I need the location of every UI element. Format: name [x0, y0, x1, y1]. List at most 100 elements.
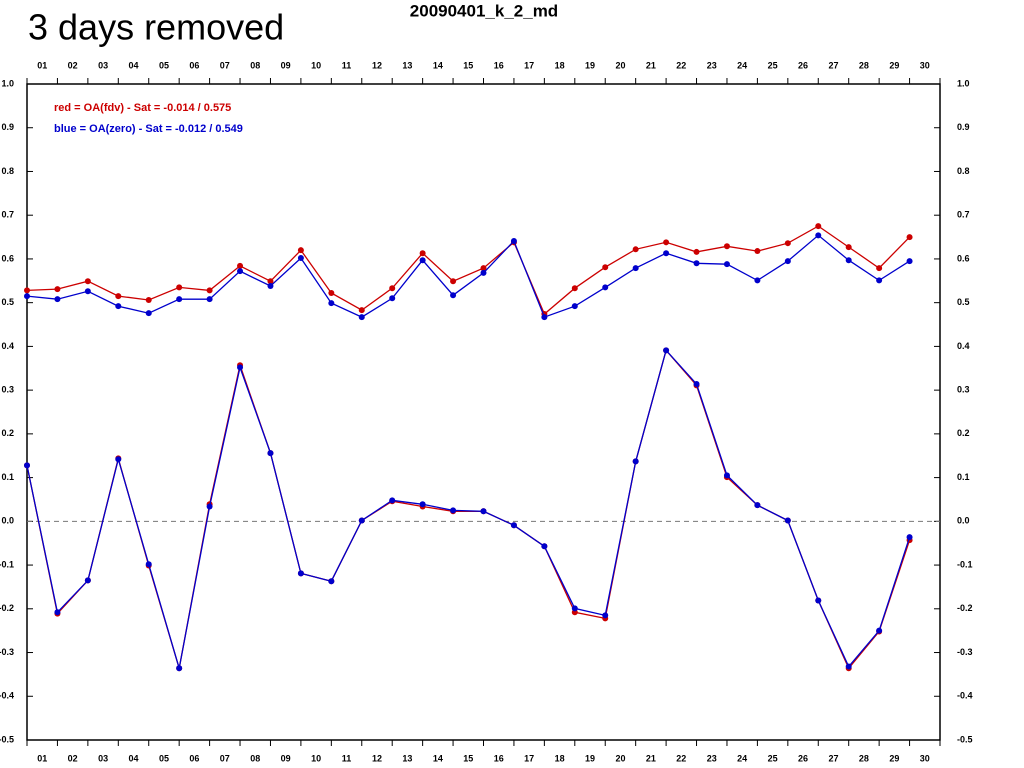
- y-tick-label: 0.3: [1, 385, 14, 395]
- data-point: [419, 250, 426, 257]
- x-tick-label: 07: [220, 60, 230, 70]
- data-point: [723, 261, 730, 268]
- data-point: [206, 296, 213, 303]
- x-tick-label: 28: [859, 60, 869, 70]
- data-point: [480, 508, 487, 515]
- y2-tick-label: -0.3: [957, 647, 973, 657]
- x-tick-label: 12: [372, 60, 382, 70]
- x-tick-label: 29: [889, 60, 899, 70]
- data-point: [632, 265, 639, 272]
- y2-tick-label: 0.7: [957, 210, 970, 220]
- data-point: [663, 347, 670, 354]
- data-point: [754, 277, 761, 284]
- data-point: [450, 507, 457, 514]
- x-tick-label: 27: [828, 753, 838, 763]
- x-tick-label: 29: [889, 753, 899, 763]
- data-point: [358, 517, 365, 524]
- x-tick-label: 21: [646, 60, 656, 70]
- y-tick-label: 0.8: [1, 166, 14, 176]
- data-point: [906, 258, 913, 265]
- y2-tick-label: -0.5: [957, 734, 973, 744]
- data-point: [84, 278, 91, 285]
- y2-tick-label: -0.4: [957, 691, 973, 701]
- data-point: [571, 285, 578, 292]
- data-point: [693, 248, 700, 255]
- x-tick-label: 13: [402, 60, 412, 70]
- y2-tick-label: 1.0: [957, 78, 970, 88]
- data-point: [237, 364, 244, 371]
- data-point: [602, 612, 609, 619]
- y-tick-label: -0.1: [0, 559, 14, 569]
- y2-tick-label: 0.0: [957, 516, 970, 526]
- x-tick-label: 20: [615, 60, 625, 70]
- x-tick-label: 11: [342, 753, 352, 763]
- y-tick-label: 0.1: [1, 472, 14, 482]
- data-point: [328, 300, 335, 307]
- data-point: [510, 238, 517, 245]
- x-tick-label: 11: [342, 60, 352, 70]
- data-point: [237, 268, 244, 275]
- data-point: [267, 283, 274, 290]
- data-point: [450, 292, 457, 299]
- data-point: [24, 462, 30, 469]
- data-point: [84, 288, 91, 295]
- data-point: [815, 223, 822, 230]
- y-tick-label: -0.3: [0, 647, 14, 657]
- data-point: [571, 605, 578, 612]
- data-point: [297, 570, 304, 577]
- x-tick-label: 02: [68, 753, 78, 763]
- data-point: [206, 287, 213, 294]
- x-tick-label: 15: [463, 753, 473, 763]
- y-tick-label: -0.2: [0, 603, 14, 613]
- data-point: [358, 307, 365, 314]
- data-point: [176, 296, 183, 303]
- data-point: [632, 458, 639, 465]
- data-point: [876, 265, 883, 272]
- data-point: [145, 297, 152, 304]
- data-point: [328, 578, 335, 585]
- data-point: [876, 627, 883, 634]
- y-tick-label: -0.5: [0, 734, 14, 744]
- data-point: [389, 285, 396, 292]
- x-tick-label: 06: [189, 753, 199, 763]
- x-tick-label: 24: [737, 60, 747, 70]
- x-tick-label: 23: [707, 60, 717, 70]
- x-tick-label: 17: [524, 60, 534, 70]
- x-tick-label: 03: [98, 753, 108, 763]
- x-tick-label: 03: [98, 60, 108, 70]
- x-tick-label: 13: [402, 753, 412, 763]
- y-tick-label: 0.7: [1, 210, 14, 220]
- data-point: [815, 597, 822, 604]
- x-tick-label: 19: [585, 60, 595, 70]
- x-tick-label: 14: [433, 60, 443, 70]
- y-tick-label: 0.5: [1, 297, 14, 307]
- x-tick-label: 18: [555, 60, 565, 70]
- data-point: [24, 293, 30, 300]
- y-tick-label: 0.0: [1, 516, 14, 526]
- data-point: [723, 243, 730, 250]
- data-point: [541, 543, 548, 550]
- x-tick-label: 19: [585, 753, 595, 763]
- series-line: [26, 348, 911, 669]
- x-tick-label: 22: [676, 60, 686, 70]
- data-point: [54, 286, 61, 293]
- data-point: [663, 250, 670, 257]
- x-tick-label: 02: [68, 60, 78, 70]
- data-point: [602, 284, 609, 291]
- x-tick-label: 05: [159, 753, 169, 763]
- y2-tick-label: -0.1: [957, 559, 973, 569]
- series-line: [26, 225, 911, 316]
- x-tick-label: 15: [463, 60, 473, 70]
- data-point: [297, 255, 304, 262]
- legend-entry: blue = OA(zero) - Sat = -0.012 / 0.549: [54, 123, 243, 135]
- x-tick-label: 18: [555, 753, 565, 763]
- x-tick-label: 01: [37, 60, 47, 70]
- data-point: [906, 234, 913, 241]
- x-tick-label: 25: [768, 753, 778, 763]
- data-point: [876, 277, 883, 284]
- data-point: [389, 295, 396, 302]
- data-point: [571, 303, 578, 310]
- x-tick-label: 09: [281, 753, 291, 763]
- x-tick-label: 27: [828, 60, 838, 70]
- y2-tick-label: 0.1: [957, 472, 970, 482]
